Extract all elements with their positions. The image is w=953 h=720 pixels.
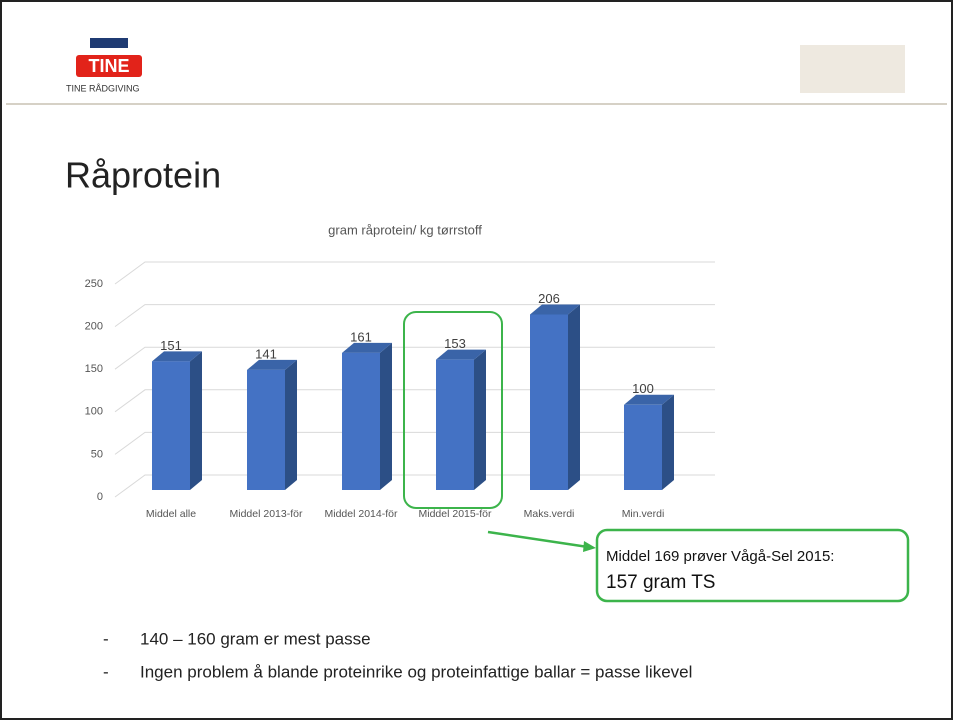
data-label: 151 bbox=[160, 338, 182, 353]
y-tick-label: 50 bbox=[91, 448, 103, 460]
bar bbox=[342, 342, 392, 490]
y-tick-label: 200 bbox=[85, 321, 103, 333]
data-label: 161 bbox=[350, 329, 372, 344]
bar-front bbox=[247, 369, 285, 490]
bar-front bbox=[436, 359, 474, 490]
grid-line bbox=[114, 431, 715, 455]
header-illustration bbox=[800, 45, 905, 93]
grid-line bbox=[114, 389, 715, 413]
logo-icon bbox=[90, 38, 128, 48]
bar-front bbox=[624, 404, 662, 490]
x-tick-label: Middel 2014-för bbox=[325, 508, 398, 520]
bar-side bbox=[285, 359, 297, 490]
bar-side bbox=[474, 349, 486, 490]
y-tick-label: 150 bbox=[85, 363, 103, 375]
data-label: 141 bbox=[255, 346, 277, 361]
bar bbox=[247, 359, 297, 490]
bar-top bbox=[624, 394, 674, 405]
bullet-dash: - bbox=[103, 662, 109, 681]
slide-title: Råprotein bbox=[65, 155, 221, 196]
bar-side bbox=[380, 342, 392, 490]
data-label: 100 bbox=[632, 381, 654, 396]
bar-side bbox=[662, 394, 674, 490]
bar-front bbox=[530, 314, 568, 490]
grid-line bbox=[114, 346, 715, 370]
data-label: 153 bbox=[444, 336, 466, 351]
bar bbox=[624, 394, 674, 490]
data-label: 206 bbox=[538, 291, 560, 306]
callout-arrow bbox=[487, 530, 589, 549]
callout-box bbox=[595, 528, 910, 603]
bullet: Ingen problem å blande proteinrike og pr… bbox=[140, 662, 692, 681]
bar bbox=[152, 351, 202, 490]
y-tick-label: 250 bbox=[85, 278, 103, 290]
bar-side bbox=[568, 304, 580, 490]
callout-line: Middel 169 prøver Vågå-Sel 2015: bbox=[606, 548, 834, 565]
x-tick-label: Middel 2013-för bbox=[230, 508, 303, 520]
grid-line bbox=[114, 474, 715, 498]
logo-text: TINE bbox=[88, 56, 129, 76]
callout-arrowhead bbox=[583, 541, 596, 552]
bar-top bbox=[342, 342, 392, 353]
bullet: 140 – 160 gram er mest passe bbox=[140, 629, 371, 648]
bar bbox=[436, 349, 486, 490]
x-tick-label: Maks.verdi bbox=[524, 508, 575, 520]
callout-line: 157 gram TS bbox=[606, 572, 715, 593]
bar-top bbox=[152, 351, 202, 362]
x-tick-label: Middel 2015-för bbox=[419, 508, 492, 520]
bar bbox=[530, 304, 580, 490]
x-tick-label: Middel alle bbox=[146, 508, 196, 520]
bullet-dash: - bbox=[103, 629, 109, 648]
bar-front bbox=[342, 352, 380, 490]
chart-title: gram råprotein/ kg tørrstoff bbox=[328, 222, 482, 237]
grid-line bbox=[114, 304, 715, 328]
x-tick-label: Min.verdi bbox=[622, 508, 665, 520]
bar-front bbox=[152, 361, 190, 490]
bar-top bbox=[247, 359, 297, 370]
logo-subtitle: TINE RÅDGIVING bbox=[66, 83, 140, 93]
grid-line bbox=[114, 261, 715, 285]
logo-badge bbox=[76, 55, 142, 77]
bar-top bbox=[436, 349, 486, 360]
y-tick-label: 100 bbox=[85, 406, 103, 418]
y-tick-label: 0 bbox=[97, 491, 103, 503]
highlight-box bbox=[403, 311, 503, 509]
bar-side bbox=[190, 351, 202, 490]
bar-top bbox=[530, 304, 580, 315]
